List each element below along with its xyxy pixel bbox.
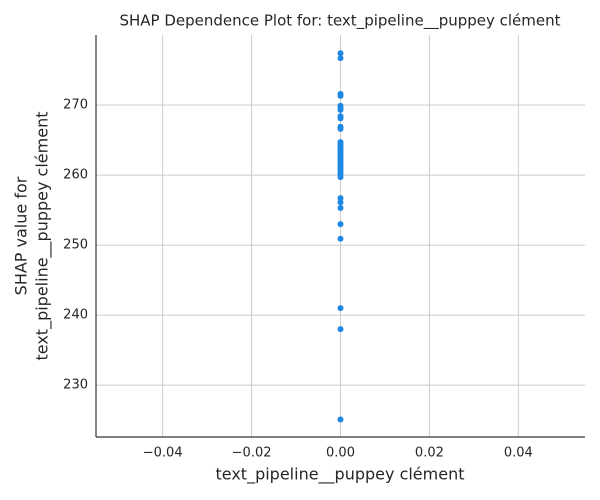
point [337, 174, 344, 181]
x-tick-label: 0.00 [326, 446, 355, 461]
point [337, 55, 344, 62]
y-tick-label: 260 [63, 168, 88, 183]
x-tick-label: −0.04 [143, 446, 183, 461]
x-tick-label: 0.02 [415, 446, 444, 461]
point [337, 221, 344, 228]
point [337, 50, 344, 57]
point [337, 204, 344, 211]
x-axis-label: text_pipeline__puppey clément [216, 465, 465, 485]
point [337, 235, 344, 242]
x-tick-label: −0.02 [232, 446, 272, 461]
point [337, 326, 344, 333]
y-axis-label: SHAP value for [12, 176, 31, 295]
y-tick-label: 270 [63, 98, 88, 113]
point [337, 125, 344, 132]
point [337, 305, 344, 312]
chart-title: SHAP Dependence Plot for: text_pipeline_… [119, 12, 560, 31]
point [337, 92, 344, 99]
y-tick-label: 230 [63, 378, 88, 393]
point [337, 106, 344, 113]
point [337, 416, 344, 423]
y-tick-label: 240 [63, 308, 88, 323]
y-axis-label: text_pipeline__puppey clément [33, 112, 53, 361]
point [337, 199, 344, 206]
point [337, 115, 344, 122]
y-tick-label: 250 [63, 238, 88, 253]
x-tick-label: 0.04 [504, 446, 533, 461]
point [337, 195, 344, 202]
